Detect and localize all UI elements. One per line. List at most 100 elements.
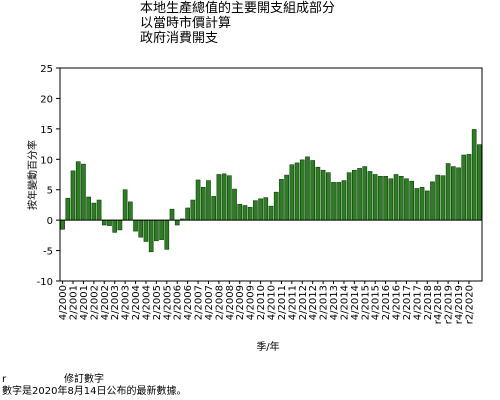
bar bbox=[237, 204, 243, 221]
bar bbox=[268, 205, 274, 221]
bar bbox=[190, 199, 196, 221]
bar bbox=[325, 172, 331, 221]
bar bbox=[221, 173, 227, 221]
x-tick-label: 4/2012 bbox=[308, 285, 319, 320]
x-tick-label: 2/2002 bbox=[89, 285, 100, 320]
bar bbox=[112, 219, 118, 233]
bar bbox=[242, 205, 248, 221]
bar bbox=[258, 198, 263, 221]
bar bbox=[279, 179, 284, 221]
title-line-1: 本地生產總值的主要開支組成部分 bbox=[140, 1, 336, 16]
bar bbox=[211, 196, 217, 221]
y-axis-label: 按年變動百分率 bbox=[26, 140, 39, 210]
bar bbox=[164, 219, 170, 250]
x-tick-label: 2/2013 bbox=[319, 285, 330, 320]
bar bbox=[154, 219, 159, 242]
x-tick-label: 4/2002 bbox=[100, 285, 111, 320]
bar bbox=[195, 179, 201, 221]
bar bbox=[200, 186, 206, 221]
bar bbox=[424, 190, 430, 221]
bar bbox=[435, 174, 441, 221]
bar bbox=[117, 219, 123, 231]
bar bbox=[101, 219, 107, 226]
bar bbox=[388, 178, 394, 221]
bar bbox=[253, 200, 258, 221]
bar bbox=[96, 199, 102, 221]
y-tick-label: 25 bbox=[40, 64, 53, 75]
bar bbox=[471, 129, 477, 221]
x-tick-label: 2/2017 bbox=[402, 285, 413, 320]
x-tick-label: 4/2004 bbox=[141, 285, 152, 320]
bar bbox=[378, 176, 383, 221]
bar bbox=[273, 191, 279, 221]
bar bbox=[367, 171, 373, 221]
x-tick-label: 2/2016 bbox=[381, 285, 392, 320]
bar bbox=[91, 202, 97, 221]
y-tick-label: 15 bbox=[40, 125, 53, 136]
bar bbox=[398, 176, 404, 221]
x-tick-label: 2/2011 bbox=[277, 285, 288, 320]
bar bbox=[430, 181, 435, 221]
x-tick-label: 2/2015 bbox=[360, 285, 371, 320]
x-ticks: 4/2000 2/2001 4/2001 2/2002 4/2002 2/2003 4/20… bbox=[58, 281, 475, 324]
bar bbox=[352, 169, 357, 221]
x-tick-label: 2/2003 bbox=[110, 285, 121, 320]
bar bbox=[346, 172, 352, 221]
bar bbox=[226, 175, 232, 221]
x-tick-label: 2/2004 bbox=[131, 285, 142, 320]
bar bbox=[440, 175, 446, 221]
axes bbox=[59, 67, 483, 282]
bar bbox=[128, 201, 133, 221]
bar bbox=[305, 156, 310, 221]
revised-symbol: r bbox=[2, 374, 7, 385]
bar bbox=[310, 160, 316, 221]
x-tick-label: 4/2010 bbox=[267, 285, 278, 320]
x-tick-label: 4/2011 bbox=[287, 285, 298, 320]
bar bbox=[320, 169, 326, 221]
x-tick-label: 4/2015 bbox=[371, 285, 382, 320]
bar bbox=[331, 182, 336, 221]
x-tick-label: r4/2019 bbox=[454, 285, 465, 324]
x-tick-label: 4/2003 bbox=[121, 285, 132, 320]
x-tick-label: 2/2018 bbox=[423, 285, 434, 320]
bar bbox=[216, 174, 222, 221]
bar bbox=[148, 219, 154, 253]
footnote-release-note: 數字是2020年8月14日公布的最新數據。 bbox=[2, 386, 187, 397]
bar bbox=[336, 182, 342, 221]
bar bbox=[362, 166, 368, 221]
x-tick-label: r2/2020 bbox=[464, 285, 475, 324]
bar bbox=[383, 176, 388, 221]
x-tick-label: 4/2006 bbox=[183, 285, 194, 320]
bar bbox=[133, 219, 138, 232]
x-axis-label: 季/年 bbox=[256, 340, 279, 353]
revised-text: 修訂數字 bbox=[64, 374, 104, 385]
bar bbox=[466, 154, 472, 221]
bar bbox=[81, 163, 86, 221]
bar bbox=[294, 162, 300, 221]
x-tick-label: 2/2010 bbox=[256, 285, 267, 320]
bar bbox=[263, 197, 269, 221]
x-tick-label: 4/2007 bbox=[204, 285, 215, 320]
y-tick-label: 10 bbox=[40, 155, 53, 166]
x-tick-label: 2/2001 bbox=[69, 285, 80, 320]
x-tick-label: r4/2018 bbox=[433, 285, 444, 324]
x-tick-label: 4/2014 bbox=[350, 285, 361, 320]
x-tick-label: 2/2008 bbox=[214, 285, 225, 320]
bar bbox=[169, 208, 175, 221]
bar bbox=[60, 219, 65, 230]
bar bbox=[122, 189, 128, 221]
bar bbox=[372, 174, 378, 221]
x-tick-label: 2/2006 bbox=[173, 285, 184, 320]
bar bbox=[341, 180, 347, 221]
x-tick-label: 2/2005 bbox=[152, 285, 163, 320]
bar bbox=[232, 188, 237, 221]
x-tick-label: r2/2019 bbox=[444, 285, 455, 324]
plot-frame bbox=[59, 67, 483, 282]
bar bbox=[65, 197, 71, 221]
x-tick-label: 4/2016 bbox=[392, 285, 403, 320]
bar bbox=[445, 163, 451, 221]
footnote-revised: r 修訂數字 bbox=[2, 374, 104, 386]
x-tick-label: 2/2012 bbox=[298, 285, 309, 320]
x-tick-label: 4/2005 bbox=[162, 285, 173, 320]
